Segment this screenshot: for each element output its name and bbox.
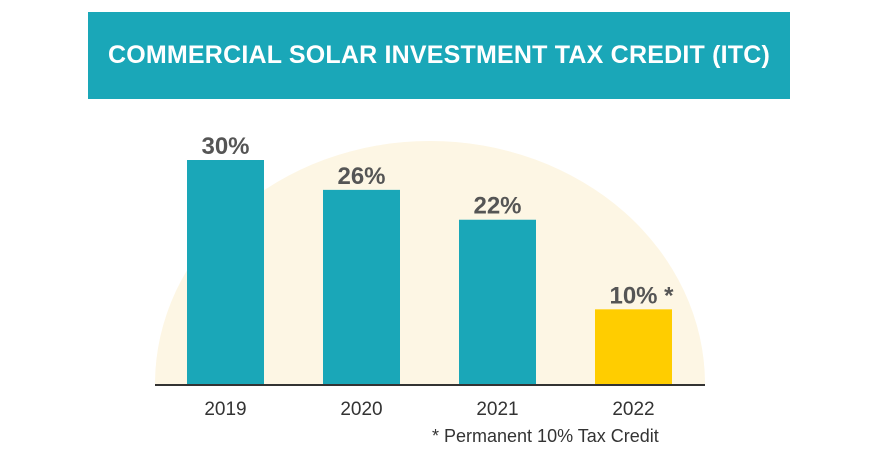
value-label-2019: 30% (201, 133, 249, 160)
bar-2020 (323, 189, 400, 384)
x-tick-label-2019: 2019 (204, 399, 246, 420)
x-tick-label-2020: 2020 (340, 399, 382, 420)
value-label-2022: 10% * (609, 282, 674, 309)
bar-2022 (595, 309, 672, 384)
sun-background (155, 141, 705, 384)
value-label-2020: 26% (337, 163, 385, 190)
value-label-2021: 22% (473, 193, 521, 220)
x-tick-label-2021: 2021 (476, 399, 518, 420)
footnote: * Permanent 10% Tax Credit (432, 426, 659, 446)
x-tick-label-2022: 2022 (612, 399, 654, 420)
bar-2019 (187, 160, 264, 384)
bar-2021 (459, 219, 536, 384)
title-banner: COMMERCIAL SOLAR INVESTMENT TAX CREDIT (… (88, 12, 790, 99)
chart-title: COMMERCIAL SOLAR INVESTMENT TAX CREDIT (… (107, 41, 771, 69)
